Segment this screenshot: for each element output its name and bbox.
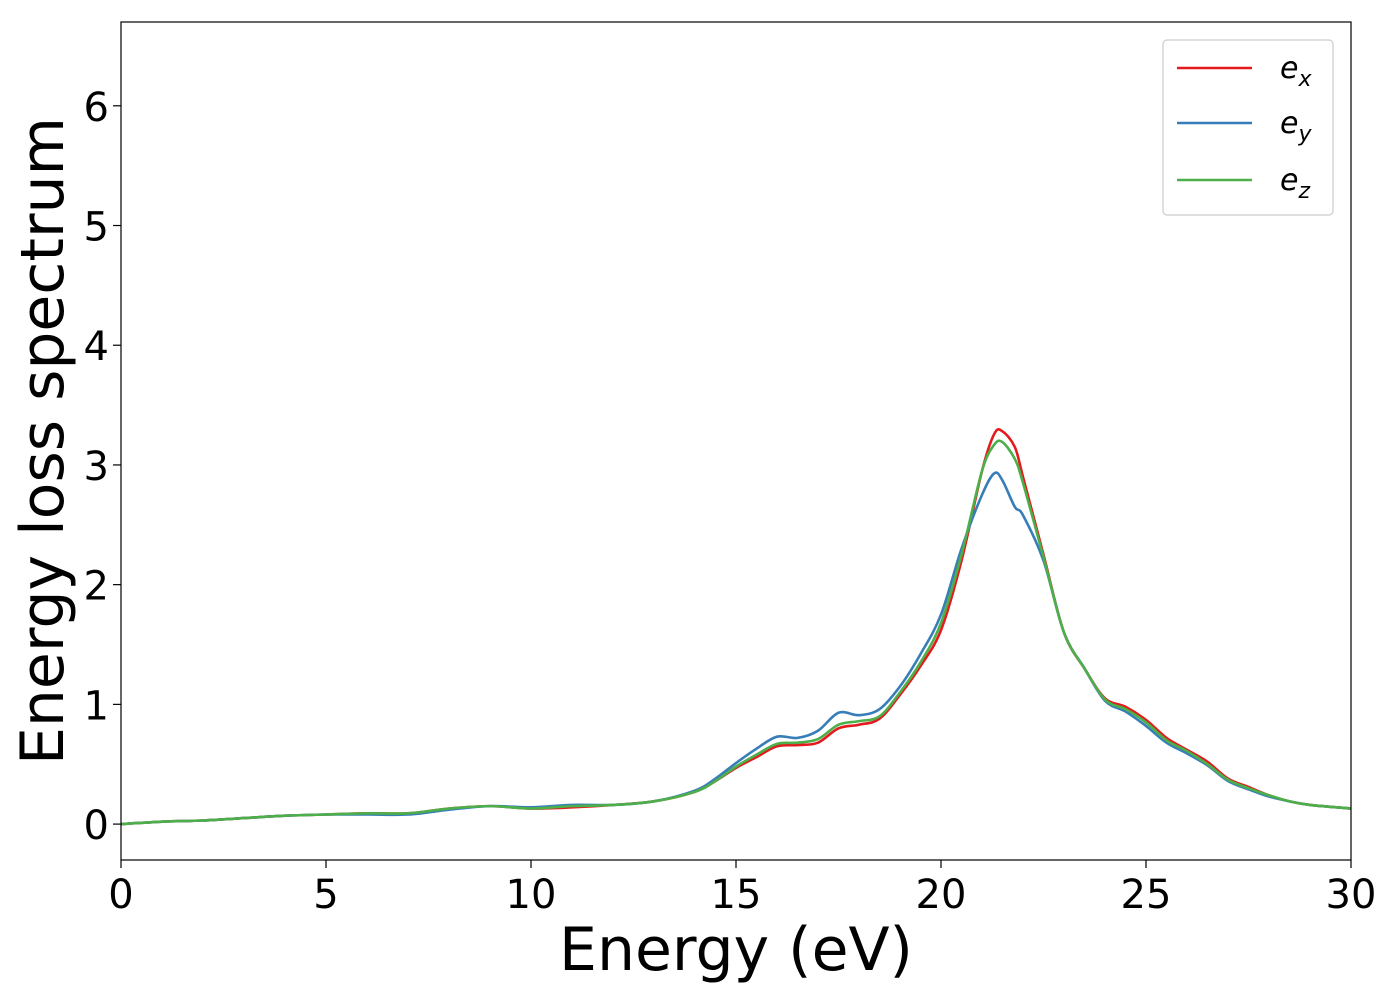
legend-box	[1162, 39, 1334, 216]
legend-label-base: e	[1280, 163, 1298, 198]
series-line-e-y	[121, 471, 1351, 826]
y-tick-label: 2	[84, 564, 109, 610]
legend-label-e-z: ez	[1280, 163, 1310, 204]
x-tick-label: 30	[1326, 872, 1377, 918]
x-tick-label: 0	[108, 872, 133, 918]
series-layer	[121, 428, 1351, 826]
y-axis-ticks: 0 1 2 3 4 5 6	[84, 85, 121, 849]
x-tick-label: 15	[711, 872, 762, 918]
legend-label-subscript: z	[1297, 179, 1310, 204]
y-tick-label: 0	[84, 803, 109, 849]
legend-label-subscript: y	[1297, 122, 1312, 147]
x-axis-ticks: 0 5 10 15 20 25 30	[108, 860, 1376, 918]
y-tick-label: 4	[84, 324, 109, 370]
x-axis-label: Energy (eV)	[559, 915, 913, 985]
x-tick-label: 25	[1121, 872, 1172, 918]
y-tick-label: 6	[84, 85, 109, 131]
x-tick-label: 20	[916, 872, 967, 918]
legend-label-base: e	[1280, 51, 1298, 86]
x-tick-label: 5	[313, 872, 338, 918]
series-line-e-z	[121, 439, 1351, 826]
legend-label-e-x: ex	[1280, 51, 1312, 92]
x-tick-label: 10	[506, 872, 557, 918]
y-tick-label: 5	[84, 205, 109, 251]
series-line-e-x	[121, 428, 1351, 826]
legend-label-subscript: x	[1297, 67, 1312, 92]
legend-label-base: e	[1280, 106, 1298, 141]
y-tick-label: 3	[84, 444, 109, 490]
y-axis-label: Energy loss spectrum	[8, 117, 78, 765]
y-tick-label: 1	[84, 683, 109, 729]
legend-label-e-y: ey	[1280, 106, 1312, 147]
